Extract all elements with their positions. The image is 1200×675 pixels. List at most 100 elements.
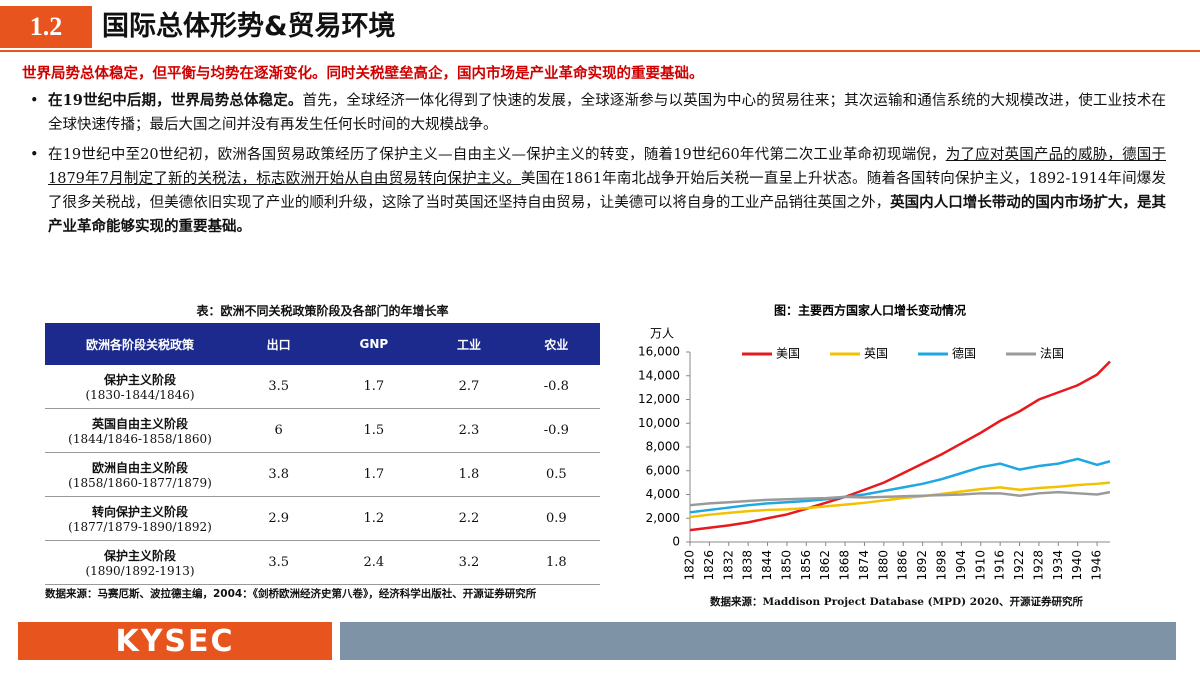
value-cell: 0.5 <box>512 452 600 497</box>
table-row: 欧洲自由主义阶段 (1858/1860-1877/1879) 3.8 1.7 1.8 0.… <box>45 452 600 497</box>
series-line <box>689 481 1111 519</box>
column-header: 工业 <box>425 323 513 365</box>
bullet-text: 美国在1861年南北战争开始后关税一直呈上升状态。随着各国转向保护主义，1892… <box>48 171 1166 211</box>
table-row: 保护主义阶段 (1890/1892-1913) 3.5 2.4 3.2 1.8 <box>45 540 600 585</box>
x-tick-label: 1856 <box>799 550 813 581</box>
x-tick-label: 1928 <box>1031 550 1045 581</box>
stage-period: (1877/1879-1890/1892) <box>68 520 212 534</box>
growth-table: 欧洲各阶段关税政策 出口 GNP 工业 农业 保护主义阶段 (1830-1844/1846)… <box>45 323 600 585</box>
value-cell: 2.9 <box>235 496 323 541</box>
footer-band <box>340 622 1176 660</box>
y-tick-label: 4,000 <box>646 487 680 501</box>
x-tick-label: 1838 <box>741 550 755 581</box>
title-rule <box>0 50 1200 52</box>
y-tick-label: 10,000 <box>638 416 680 430</box>
headline: 世界局势总体稳定，但平衡与均势在逐渐变化。同时关税壁垒高企，国内市场是产业革命实… <box>22 66 704 82</box>
y-tick-label: 8,000 <box>646 440 680 454</box>
stage-period: (1858/1860-1877/1879) <box>68 476 212 490</box>
stage-period: (1890/1892-1913) <box>85 564 195 578</box>
table-row: 保护主义阶段 (1830-1844/1846) 3.5 1.7 2.7 -0.8 <box>45 365 600 409</box>
legend-label: 德国 <box>952 346 976 361</box>
legend-label: 英国 <box>864 347 888 361</box>
x-tick-label: 1916 <box>993 550 1007 581</box>
value-cell: -0.9 <box>512 408 600 453</box>
x-tick-label: 1826 <box>702 550 716 581</box>
x-tick-label: 1880 <box>876 550 890 581</box>
value-cell: 1.8 <box>512 540 600 585</box>
value-cell: 3.5 <box>235 540 323 585</box>
x-tick-label: 1940 <box>1070 550 1084 581</box>
stage-name: 保护主义阶段 <box>103 373 176 387</box>
bullet-text: 在19世纪中后期，世界局势总体稳定。 <box>48 92 303 109</box>
table-title: 表：欧洲不同关税政策阶段及各部门的年增长率 <box>196 304 449 318</box>
logo: KYSEC <box>18 622 332 660</box>
x-tick-label: 1862 <box>818 550 832 581</box>
value-cell: 3.2 <box>425 540 513 585</box>
population-chart: 图：主要西方国家人口增长变动情况 万人 0 2,000 4,000 6,000 8,00… <box>638 303 1111 581</box>
x-tick-label: 1910 <box>973 550 987 581</box>
x-tick-label: 1844 <box>760 550 774 581</box>
y-axis-label: 万人 <box>650 327 674 341</box>
stage-cell: 转向保护主义阶段 (1877/1879-1890/1892) <box>45 496 235 541</box>
stage-name: 欧洲自由主义阶段 <box>91 461 188 475</box>
legend-label: 法国 <box>1040 347 1064 361</box>
x-tick-label: 1820 <box>683 550 697 581</box>
bullet: 在19世纪中至20世纪初，欧洲各国贸易政策经历了保护主义—自由主义—保护主义的转… <box>26 143 1166 239</box>
x-tick-label: 1892 <box>915 550 929 581</box>
table-body: 保护主义阶段 (1830-1844/1846) 3.5 1.7 2.7 -0.8 英国自由主… <box>45 365 600 585</box>
x-tick-label: 1922 <box>1012 550 1026 581</box>
series-line <box>689 457 1111 514</box>
bullet-text: 在19世纪中至20世纪初，欧洲各国贸易政策经历了保护主义—自由主义—保护主义的转… <box>48 147 946 163</box>
stage-name: 英国自由主义阶段 <box>91 417 188 431</box>
stage-cell: 欧洲自由主义阶段 (1858/1860-1877/1879) <box>45 452 235 497</box>
stage-cell: 英国自由主义阶段 (1844/1846-1858/1860) <box>45 408 235 453</box>
stage-cell: 保护主义阶段 (1830-1844/1846) <box>45 365 235 409</box>
bullet: 在19世纪中后期，世界局势总体稳定。首先，全球经济一体化得到了快速的发展，全球逐… <box>26 89 1166 137</box>
column-header: 农业 <box>512 323 600 365</box>
y-tick-label: 2,000 <box>646 511 680 525</box>
y-tick-label: 0 <box>672 535 680 549</box>
table-source: 数据来源：马赛厄斯、波拉德主编，2004：《剑桥欧洲经济史第八卷》，经济科学出版… <box>45 588 537 600</box>
table-row: 英国自由主义阶段 (1844/1846-1858/1860) 6 1.5 2.3 -0.9 <box>45 408 600 453</box>
value-cell: 0.9 <box>512 496 600 541</box>
series-line <box>689 360 1111 532</box>
value-cell: 3.8 <box>235 452 323 497</box>
x-tick-label: 1946 <box>1090 550 1104 581</box>
x-tick-label: 1832 <box>721 550 735 581</box>
value-cell: 2.4 <box>322 540 426 585</box>
bullet-text: 英国内人口增长带动的国内市场扩大，是其产业革命能够实现的重要基础。 <box>48 194 1166 235</box>
value-cell: 2.2 <box>425 496 513 541</box>
y-tick-label: 16,000 <box>638 345 680 359</box>
value-cell: 2.3 <box>425 408 513 453</box>
series-line <box>689 490 1111 507</box>
stage-cell: 保护主义阶段 (1890/1892-1913) <box>45 540 235 585</box>
y-tick-label: 12,000 <box>638 392 680 406</box>
chart-title: 图：主要西方国家人口增长变动情况 <box>774 303 966 318</box>
x-tick-label: 1904 <box>954 550 968 581</box>
value-cell: 3.5 <box>235 365 323 409</box>
column-header: 欧洲各阶段关税政策 <box>45 323 235 365</box>
value-cell: 6 <box>235 408 323 453</box>
bullet-text: 为了应对英国产品的威胁，德国于1879年7月制定了新的关税法，标志欧洲开始从自由… <box>48 147 1166 187</box>
x-tick-label: 1850 <box>779 550 793 581</box>
bullet-text: 首先，全球经济一体化得到了快速的发展，全球逐渐参与以英国为中心的贸易往来；其次运… <box>48 93 1166 133</box>
section-number: 1.2 <box>0 6 92 48</box>
value-cell: 2.7 <box>425 365 513 409</box>
x-tick-label: 1874 <box>857 550 871 581</box>
y-tick-label: 6,000 <box>646 463 680 477</box>
value-cell: 1.7 <box>322 452 426 497</box>
column-header: GNP <box>322 323 426 365</box>
x-tick-label: 1886 <box>896 550 910 581</box>
column-header: 出口 <box>235 323 323 365</box>
y-tick-label: 14,000 <box>638 368 680 382</box>
value-cell: 1.5 <box>322 408 426 453</box>
stage-name: 转向保护主义阶段 <box>91 505 188 519</box>
stage-name: 保护主义阶段 <box>103 549 176 563</box>
slide-title: 国际总体形势&贸易环境 <box>102 11 396 42</box>
x-tick-label: 1868 <box>838 550 852 581</box>
x-tick-label: 1898 <box>935 550 949 581</box>
bullet-list: 在19世纪中后期，世界局势总体稳定。首先，全球经济一体化得到了快速的发展，全球逐… <box>26 89 1166 245</box>
stage-period: (1830-1844/1846) <box>85 388 195 402</box>
stage-period: (1844/1846-1858/1860) <box>68 432 212 446</box>
